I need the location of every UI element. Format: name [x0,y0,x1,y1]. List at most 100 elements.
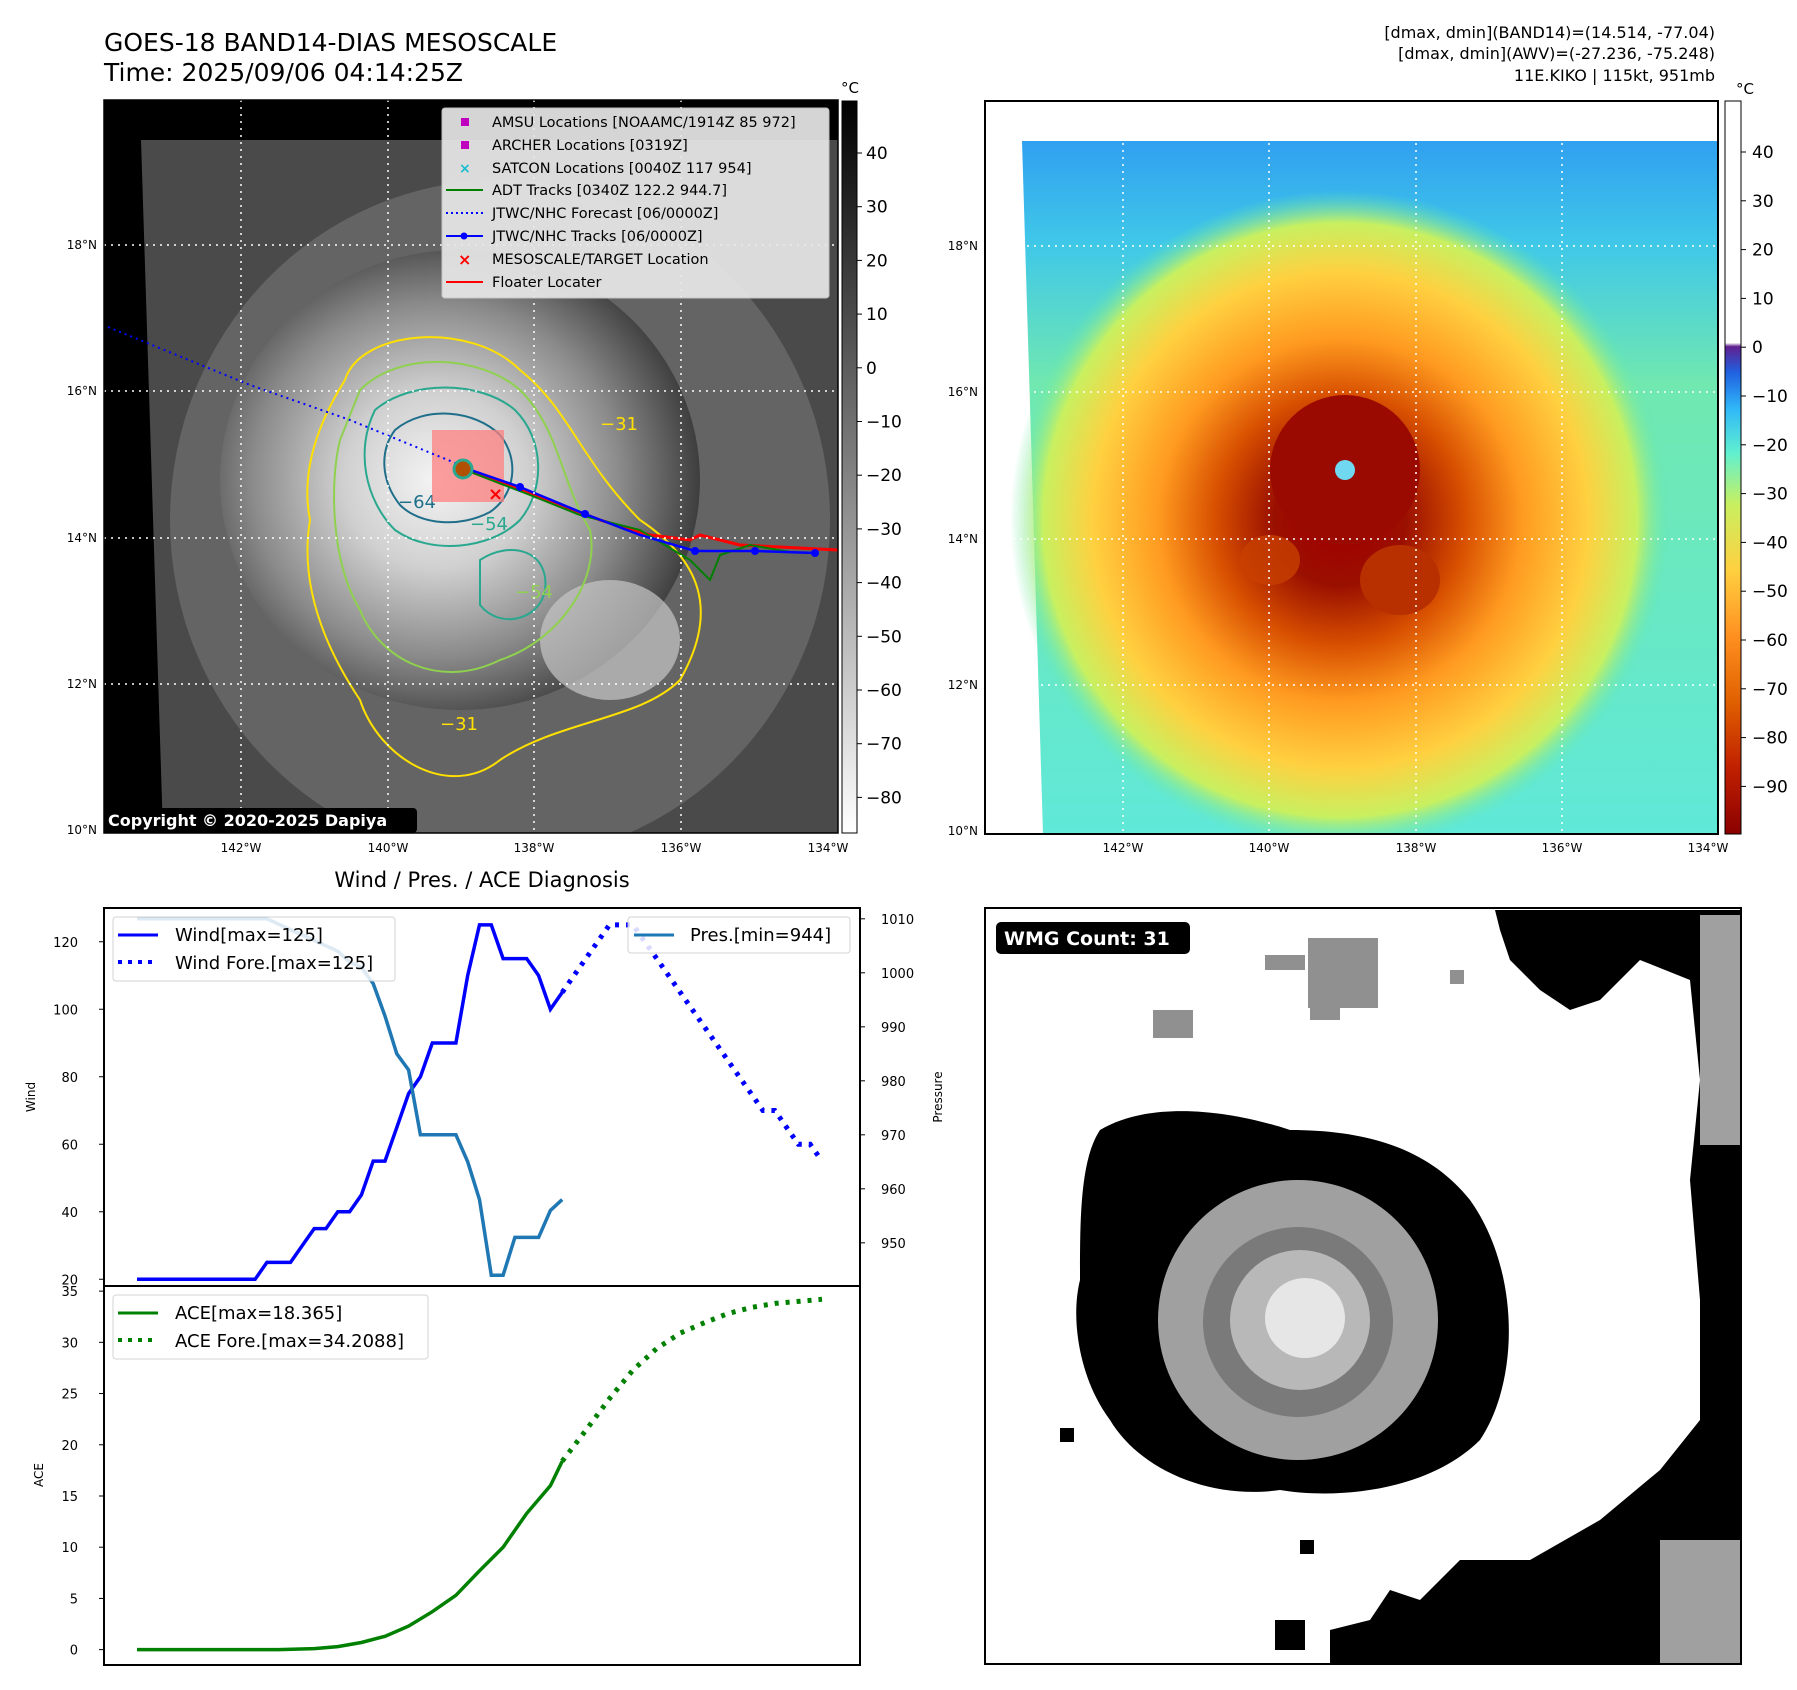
color-cbar-tick-label: −70 [1752,680,1788,700]
bw-colorbar-unit: °C [841,79,859,97]
bw-lat-tick: 14°N [67,531,97,545]
target-x-icon: × [458,250,471,269]
target-x-marker: × [488,484,503,505]
wmg-count-badge [996,922,1190,954]
wmg-eye-core [1265,1278,1345,1358]
bw-lat-tick: 12°N [67,677,97,691]
diagnosis-title: Wind / Pres. / ACE Diagnosis [334,868,629,892]
color-lon-tick: 136°W [1542,841,1583,855]
bw-cbar-tick-label: −30 [866,520,902,540]
legend-label-adt: ADT Tracks [0340Z 122.2 944.7] [492,183,727,199]
ace-forecast-series-line [560,1296,823,1463]
wind-ytick-label: 120 [53,936,78,951]
color-cbar-tick-label: −30 [1752,485,1788,505]
contour-label-4: −31 [440,714,478,735]
color-lon-tick: 134°W [1688,841,1729,855]
bw-lat-tick: 10°N [67,823,97,837]
wmg-pixel-field [1060,910,1741,1664]
wmg-gray-bit [1153,1010,1193,1038]
jtwc-track-point [751,547,759,555]
legend-label-target: MESOSCALE/TARGET Location [492,252,709,268]
bw-cbar-tick-label: −80 [866,788,902,808]
bw-cbar-tick-label: 40 [866,144,888,164]
ace-series-line [137,1460,564,1652]
color-gridlines [985,101,1718,834]
color-lat-ticks: 18°N 16°N 14°N 12°N 10°N [948,239,978,838]
color-lat-tick: 16°N [948,385,978,399]
wmg-gray-strip [1700,915,1741,1145]
jtwc-track-point [581,510,589,518]
color-eye [1335,460,1355,480]
adt-track-line [464,469,791,582]
bw-cbar-tick-label: −50 [866,627,902,647]
legend-label-forecast: JTWC/NHC Forecast [06/0000Z] [491,206,718,222]
wmg-frame [984,907,1742,1665]
wmg-count-text: WMG Count: 31 [1004,928,1170,950]
wind-ytick-label: 100 [53,1003,78,1018]
ace-legend-box [112,1294,429,1360]
figure-title-line2: Time: 2025/09/06 04:14:25Z [103,58,463,87]
ace-panel: 0 5 10 15 20 25 30 35 ACE ACE[max=18.365] ACE F… [32,1285,861,1666]
wind-forecast-series-line [560,922,825,1163]
wind-ytick-label: 20 [61,1273,78,1288]
bw-gridlines [104,100,838,833]
contour-label-5: −54 [470,514,508,535]
bw-colorbar-ticks: 40 30 20 10 0 −10 −20 −30 −40 −50 −60 −70 −80 [857,144,902,808]
ace-ytick-label: 20 [61,1439,78,1454]
wind-ytick-label: 60 [61,1138,78,1153]
ace-plot-area: 0 5 10 15 20 25 30 35 [61,1285,823,1659]
contour-yellow-outer [306,336,702,778]
color-cbar-tick-label: 0 [1752,338,1763,358]
color-lon-tick: 138°W [1396,841,1437,855]
bw-lon-tick: 140°W [368,841,409,855]
contour-label-3: −54 [515,582,553,603]
jtwc-track-point [811,549,819,557]
ace-ytick-label: 10 [61,1541,78,1556]
wmg-gray-bit [1308,938,1378,1008]
ace-ytick-label: 30 [61,1336,78,1351]
figure-title-line1: GOES-18 BAND14-DIAS MESOSCALE [104,28,557,57]
color-lon-tick: 140°W [1249,841,1290,855]
bw-cbar-tick-label: −40 [866,574,902,594]
bw-lon-ticks: 142°W 140°W 138°W 136°W 134°W [221,841,849,855]
pressure-ytick-label: 1010 [881,913,914,928]
color-cbar-tick-label: −80 [1752,729,1788,749]
wind-ytick-label: 40 [61,1206,78,1221]
color-map-frame [984,100,1719,835]
ace-legend-label: ACE[max=18.365] [175,1303,342,1324]
contour-teal-south [479,549,547,621]
color-satellite-panel: 18°N 16°N 14°N 12°N 10°N 142°W 140°W 138… [948,80,1788,855]
color-cbar-tick-label: 10 [1752,289,1774,309]
storm-info-text: 11E.KIKO | 115kt, 951mb [1514,66,1715,85]
wind-pressure-panel: Wind / Pres. / ACE Diagnosis 20 40 60 80 100… [24,868,945,1288]
color-cbar-tick-label: 30 [1752,192,1774,212]
wmg-black-bit [1300,1540,1314,1554]
contour-darkteal [383,412,514,524]
color-cbar-tick-label: −10 [1752,387,1788,407]
copyright-text: Copyright © 2020-2025 Dapiya [108,811,387,830]
color-colorbar-unit: °C [1736,80,1754,98]
bw-cbar-tick-label: −10 [866,413,902,433]
color-lat-tick: 10°N [948,824,978,838]
contour-label-2: −64 [398,492,436,513]
bw-cbar-tick-label: 10 [866,305,888,325]
contour-label-1: −31 [600,414,638,435]
bw-rainband [540,580,680,700]
wmg-black-bit [1275,1620,1305,1650]
bw-cbar-tick-label: −70 [866,735,902,755]
amsu-square-icon [461,118,469,126]
jtwc-track-point [516,483,524,491]
ace-ytick-label: 0 [70,1644,78,1659]
wmg-panel: WMG Count: 31 [984,907,1742,1665]
ace-ytick-label: 15 [61,1490,78,1505]
color-cbar-tick-label: −50 [1752,582,1788,602]
ace-ytick-label: 25 [61,1388,78,1403]
ace-ytick-label: 35 [61,1285,78,1300]
satcon-x-icon: × [459,161,471,177]
wmg-gray-bit [1265,955,1305,970]
pressure-legend-label: Pres.[min=944] [690,925,831,946]
pressure-ylabel: Pressure [931,1071,945,1122]
color-lat-tick: 12°N [948,678,978,692]
copyright-badge [104,808,417,833]
bw-lon-tick: 136°W [661,841,702,855]
